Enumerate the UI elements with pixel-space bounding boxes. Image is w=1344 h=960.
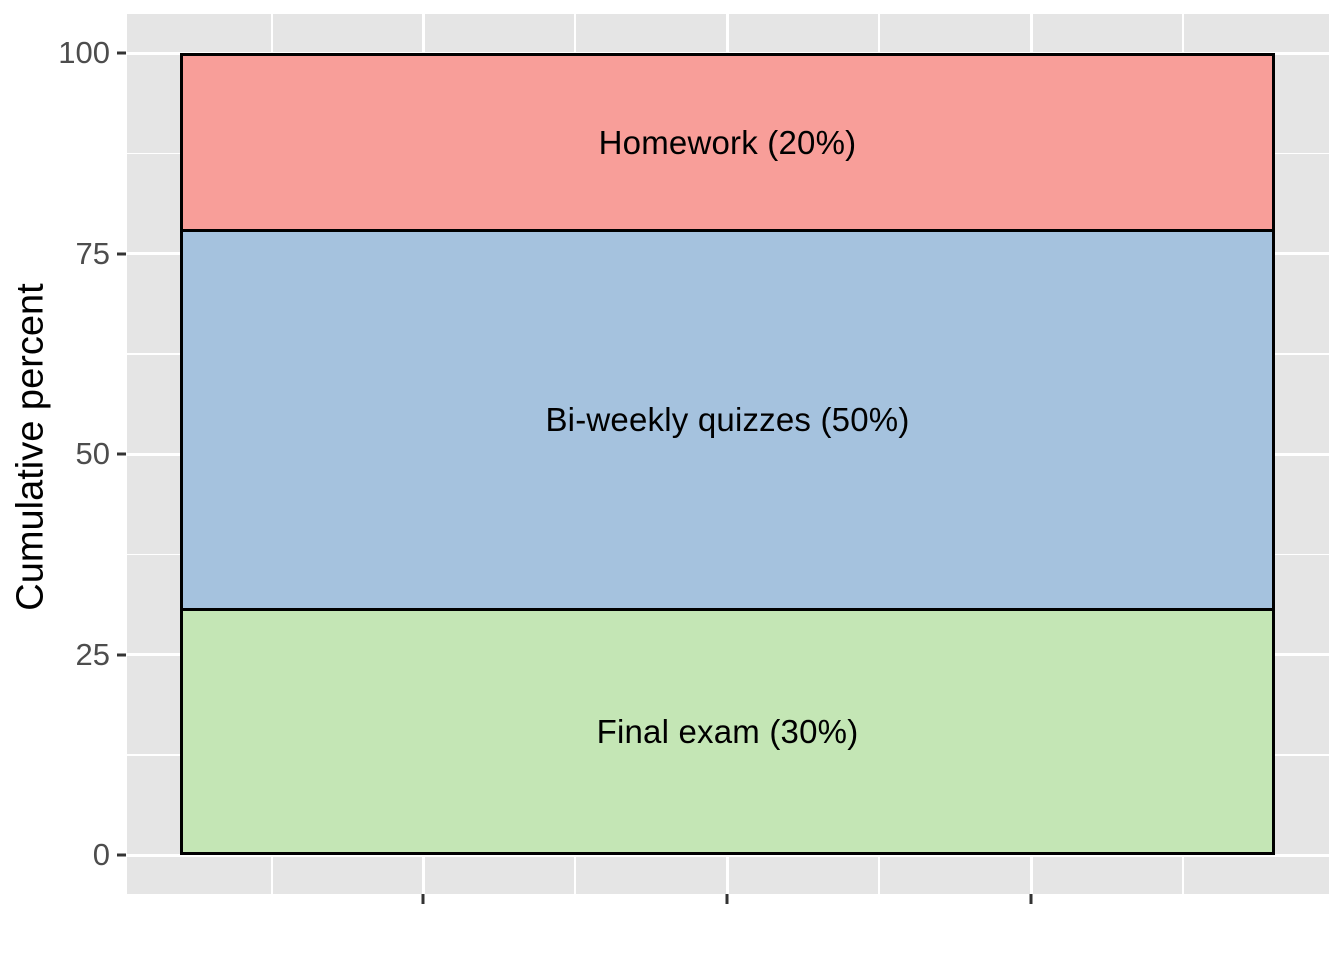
y-tick-mark — [117, 653, 126, 656]
segment-divider — [183, 229, 1272, 233]
stacked-bar: Homework (20%) Bi-weekly quizzes (50%) Fin… — [180, 53, 1275, 855]
y-tick-mark — [117, 252, 126, 255]
segment-divider — [183, 608, 1272, 612]
x-tick-mark — [1029, 894, 1033, 904]
x-tick-mark — [725, 894, 729, 904]
y-tick-label: 25 — [75, 636, 110, 672]
y-tick-mark — [117, 51, 126, 55]
bar-segment-final-exam: Final exam (30%) — [183, 611, 1272, 852]
segment-label-final-exam: Final exam (30%) — [596, 712, 859, 750]
y-tick-label: 75 — [75, 235, 110, 271]
y-tick-label: 50 — [75, 435, 110, 471]
segment-label-bi-weekly-quizzes: Bi-weekly quizzes (50%) — [545, 401, 910, 439]
bar-segment-bi-weekly-quizzes: Bi-weekly quizzes (50%) — [183, 232, 1272, 609]
y-tick-mark — [117, 452, 126, 456]
y-tick-mark — [117, 853, 126, 857]
x-tick-mark — [421, 894, 425, 904]
y-tick-label: 0 — [92, 836, 110, 872]
plot-panel: Homework (20%) Bi-weekly quizzes (50%) Fin… — [127, 14, 1329, 894]
segment-label-homework: Homework (20%) — [598, 123, 857, 161]
y-tick-label: 100 — [58, 34, 110, 70]
bar-segment-homework: Homework (20%) — [183, 56, 1272, 230]
